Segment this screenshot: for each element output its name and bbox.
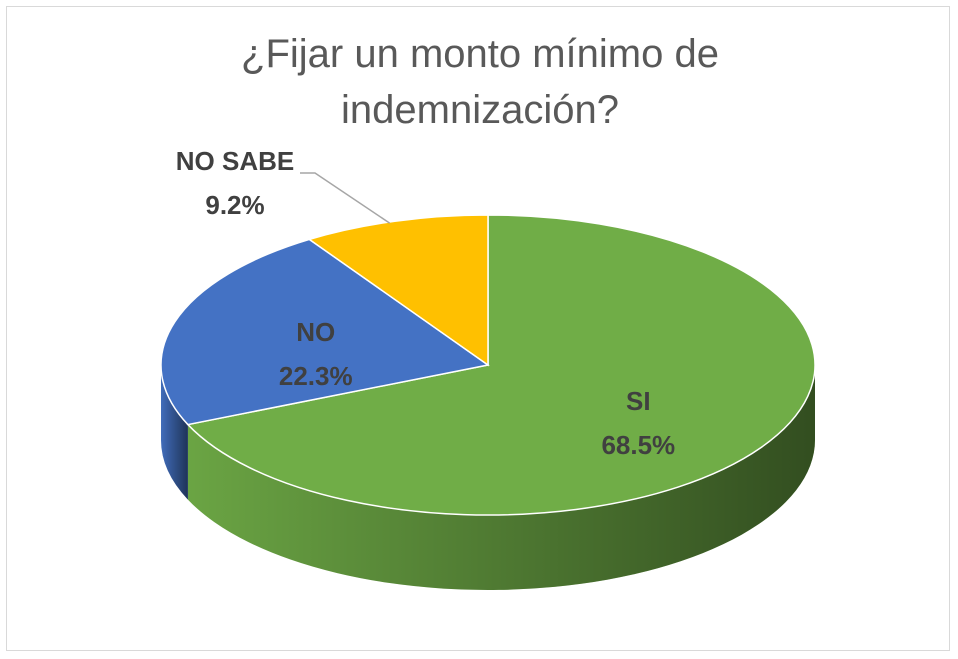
data-label-value: 68.5%: [601, 430, 675, 460]
data-label-category: NO: [296, 317, 335, 347]
slice-side-shade: [187, 365, 816, 591]
data-label-category: SI: [626, 386, 651, 416]
chart-frame: [6, 6, 950, 651]
chart-title: ¿Fijar un monto mínimo de indemnización?: [241, 32, 719, 132]
leader-line: [300, 172, 391, 224]
slice: [160, 238, 490, 426]
data-label-value: 9.2%: [205, 190, 264, 220]
slice: [186, 214, 816, 516]
slice: [307, 214, 489, 367]
data-label-value: 22.3%: [279, 361, 353, 391]
slice-side-shade: [161, 365, 188, 500]
data-label-category: NO SABE: [176, 146, 294, 176]
